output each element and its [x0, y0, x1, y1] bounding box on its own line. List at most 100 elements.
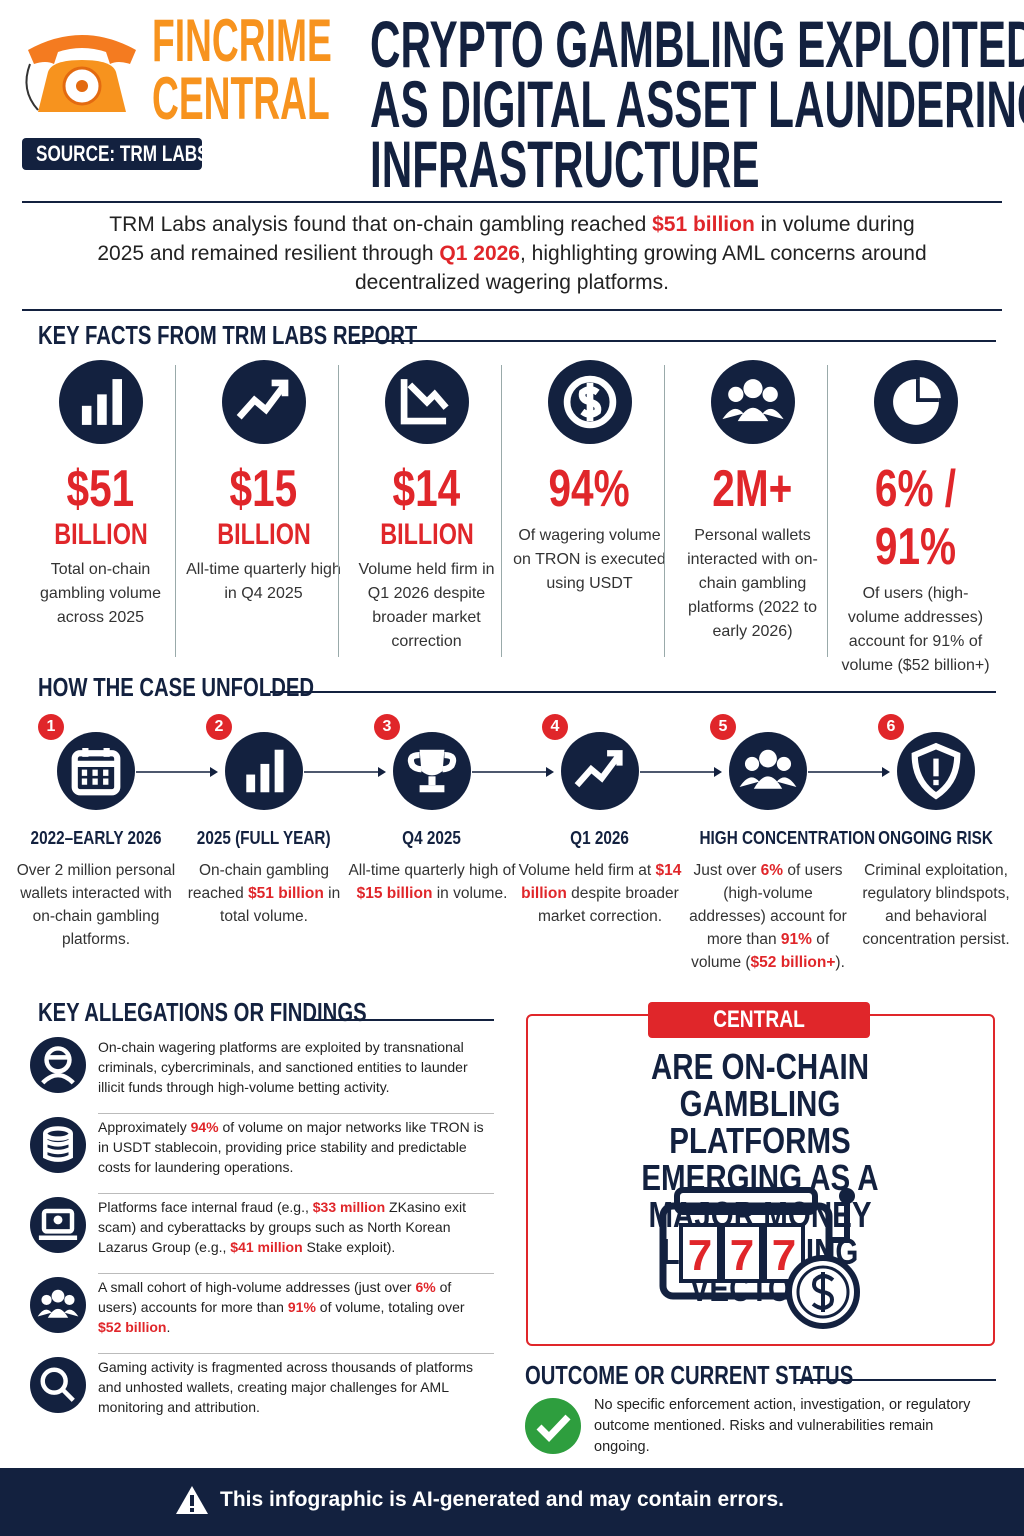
step-number: 4 — [542, 714, 568, 740]
step-text: Volume held firm at $14 billion despite … — [516, 859, 684, 928]
label-text: CENTRAL QUESTION — [708, 1006, 810, 1069]
fact-value: 6% / 91% — [833, 460, 998, 576]
text-run: Over 2 million personal wallets interact… — [16, 862, 176, 948]
icon — [30, 1357, 86, 1413]
step-number: 5 — [710, 714, 736, 740]
finding-icon — [30, 1277, 86, 1338]
lede: TRM Labs analysis found that on-chain ga… — [90, 210, 934, 297]
question-label: CENTRAL QUESTION — [648, 1002, 870, 1069]
reel: 7 — [688, 1231, 712, 1280]
arrow-svg — [808, 767, 890, 777]
text-run: Approximately — [98, 1119, 191, 1135]
fact-unit-text: BILLION — [216, 518, 311, 551]
step-text: On-chain gambling reached $51 billion in… — [180, 859, 348, 928]
fact-value-text: $15 — [229, 460, 298, 518]
highlight: $52 billion — [98, 1319, 167, 1335]
fact: $51 BILLION Total on-chain gambling volume… — [18, 360, 183, 630]
fact: 94% Of wagering volume on TRON is execute… — [507, 360, 672, 596]
text-run: , highlighting growing AML concerns arou… — [355, 242, 927, 294]
text-run: despite broader market correction. — [537, 885, 679, 925]
finding-rule — [98, 1193, 494, 1194]
fact-value-text: 2M+ — [712, 460, 793, 518]
icon — [384, 360, 469, 444]
icon — [30, 1117, 86, 1173]
text-run: TRM Labs analysis found that on-chain ga… — [109, 213, 653, 236]
finding: A small cohort of high-volume addresses … — [28, 1277, 494, 1357]
heading-text: HOW THE CASE UNFOLDED — [38, 672, 315, 702]
step-text: Just over 6% of users (high-volume addre… — [684, 859, 852, 974]
text-run: of volume on major networks like TRON is… — [98, 1119, 484, 1175]
rule — [22, 201, 1002, 203]
highlight: 91% — [287, 1299, 316, 1315]
fact-value: $51 — [18, 460, 183, 518]
step-icon — [516, 732, 684, 810]
step-title: Q1 2026 — [516, 828, 684, 849]
rule — [794, 1379, 996, 1381]
finding-icon — [30, 1037, 86, 1098]
text-run: On-chain wagering platforms are exploite… — [98, 1039, 468, 1095]
step-text: Over 2 million personal wallets interact… — [12, 859, 180, 951]
highlight: $52 billion+ — [750, 954, 836, 971]
finding-text: On-chain wagering platforms are exploite… — [98, 1037, 488, 1097]
step-number: 3 — [374, 714, 400, 740]
icon — [873, 360, 958, 444]
finding-icon — [30, 1117, 86, 1178]
highlight: 6% — [760, 862, 784, 879]
icon — [561, 732, 639, 810]
step: 4 Q1 2026 Volume held firm at $14 billion … — [516, 712, 684, 928]
icon — [30, 1037, 86, 1093]
fact-value-text: $51 — [66, 460, 135, 518]
finding-rule — [98, 1273, 494, 1274]
fact-unit: BILLION — [344, 518, 509, 552]
reel: 7 — [730, 1231, 754, 1280]
fact-icon — [833, 360, 998, 446]
highlight: 6% — [415, 1279, 436, 1295]
fact-value: $14 — [344, 460, 509, 518]
finding-text: Approximately 94% of volume on major net… — [98, 1117, 488, 1177]
fact-text: Total on-chain gambling volume across 20… — [40, 561, 161, 626]
step: 2 2025 (FULL YEAR) On-chain gambling reach… — [180, 712, 348, 928]
rule — [22, 309, 1002, 311]
arrow-svg — [472, 767, 554, 777]
step-text: Criminal exploitation, regulatory blinds… — [852, 859, 1020, 951]
arrow-svg — [640, 767, 722, 777]
highlight: $33 million — [312, 1199, 386, 1215]
step-title-text: ONGOING RISK — [878, 828, 994, 848]
fact-value: $15 — [181, 460, 346, 518]
highlight: $14 billion — [521, 862, 682, 902]
step: 6 ONGOING RISK Criminal exploitation, regu… — [852, 712, 1020, 951]
arrow-svg — [136, 767, 218, 777]
icon — [58, 360, 143, 444]
text-run: Just over — [693, 862, 761, 879]
rule — [306, 1019, 494, 1021]
fact-icon — [18, 360, 183, 446]
highlight: $41 million — [230, 1239, 303, 1255]
phone-logo — [25, 35, 136, 112]
text-run: in volume during 2025 and remained resil… — [97, 213, 915, 265]
text-run: Stake exploit). — [302, 1239, 396, 1255]
text-run: ZKasino exit scam) and cyberattacks by g… — [98, 1199, 467, 1255]
text-run: of users (high-volume addresses) account… — [689, 862, 847, 948]
fact-unit: BILLION — [18, 518, 183, 552]
text-run: of users) accounts for more than — [98, 1279, 452, 1315]
step-icon — [348, 732, 516, 810]
finding: On-chain wagering platforms are exploite… — [28, 1037, 494, 1117]
text-run: of volume, totaling over — [315, 1299, 465, 1315]
fact-value: 2M+ — [670, 460, 835, 518]
step-icon — [852, 732, 1020, 810]
fact-value-text: $14 — [392, 460, 461, 518]
step-icon — [684, 732, 852, 810]
text-run: Gaming activity is fragmented across tho… — [98, 1359, 474, 1415]
column-divider — [664, 365, 665, 657]
icon — [729, 732, 807, 810]
check-icon — [525, 1398, 581, 1454]
section-heading: OUTCOME OR CURRENT STATUS — [525, 1360, 946, 1391]
finding-rule — [98, 1353, 494, 1354]
finding: Platforms face internal fraud (e.g., $33… — [28, 1197, 494, 1277]
step-title-text: 2025 (FULL YEAR) — [197, 828, 331, 848]
brand: FINCRIME CENTRAL — [152, 11, 442, 129]
text-run: in total volume. — [220, 885, 341, 925]
